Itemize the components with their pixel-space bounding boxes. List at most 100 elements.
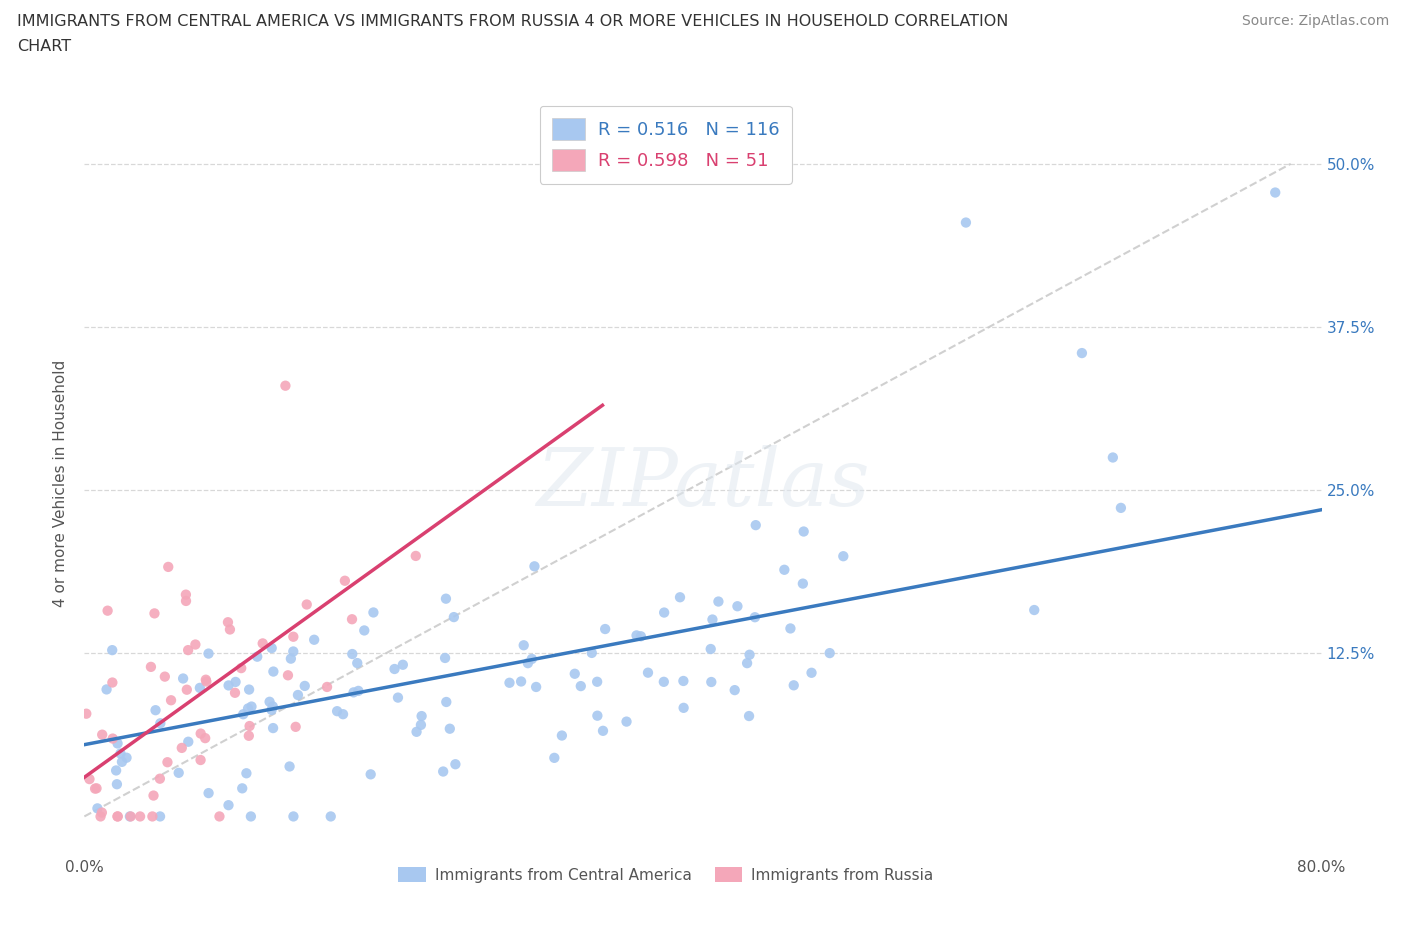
Point bbox=[97, 604, 120, 618]
Point bbox=[79, 772, 101, 787]
Y-axis label: 4 or more Vehicles in Household: 4 or more Vehicles in Household bbox=[53, 360, 69, 607]
Point bbox=[551, 728, 574, 743]
Point bbox=[218, 798, 240, 813]
Point bbox=[512, 638, 534, 653]
Point bbox=[280, 651, 302, 666]
Point bbox=[217, 615, 239, 630]
Point bbox=[955, 215, 977, 230]
Point bbox=[111, 754, 134, 769]
Point bbox=[142, 788, 165, 803]
Point bbox=[157, 560, 180, 575]
Point bbox=[225, 674, 247, 689]
Point bbox=[669, 590, 692, 604]
Point bbox=[184, 637, 207, 652]
Point bbox=[194, 731, 217, 746]
Point bbox=[240, 699, 263, 714]
Point bbox=[699, 642, 721, 657]
Point bbox=[520, 652, 543, 667]
Point bbox=[262, 721, 284, 736]
Point bbox=[510, 674, 533, 689]
Point bbox=[702, 612, 724, 627]
Point bbox=[143, 606, 166, 621]
Legend: Immigrants from Central America, Immigrants from Russia: Immigrants from Central America, Immigra… bbox=[392, 860, 939, 889]
Point bbox=[725, 599, 748, 614]
Point bbox=[626, 628, 648, 643]
Point bbox=[259, 695, 281, 710]
Point bbox=[120, 809, 142, 824]
Point bbox=[326, 704, 349, 719]
Point bbox=[172, 671, 194, 686]
Point bbox=[434, 591, 457, 606]
Point bbox=[432, 764, 454, 779]
Point bbox=[236, 701, 259, 716]
Point bbox=[170, 740, 193, 755]
Point bbox=[86, 781, 108, 796]
Point bbox=[783, 678, 806, 693]
Point bbox=[773, 563, 796, 578]
Point bbox=[238, 682, 260, 697]
Point bbox=[444, 757, 467, 772]
Point bbox=[818, 645, 841, 660]
Point bbox=[107, 736, 129, 751]
Point bbox=[283, 630, 305, 644]
Point bbox=[516, 656, 538, 671]
Point bbox=[738, 709, 761, 724]
Point bbox=[543, 751, 565, 765]
Point bbox=[239, 719, 262, 734]
Point bbox=[101, 675, 124, 690]
Point bbox=[409, 717, 432, 732]
Point bbox=[219, 622, 242, 637]
Point bbox=[149, 809, 172, 824]
Point bbox=[174, 593, 197, 608]
Point bbox=[333, 573, 356, 588]
Point bbox=[672, 700, 695, 715]
Point bbox=[637, 665, 659, 680]
Point bbox=[246, 649, 269, 664]
Point bbox=[197, 786, 219, 801]
Point bbox=[105, 763, 128, 777]
Point bbox=[800, 665, 823, 680]
Point bbox=[738, 647, 761, 662]
Point bbox=[91, 727, 114, 742]
Point bbox=[434, 695, 457, 710]
Point bbox=[239, 809, 262, 824]
Point bbox=[284, 720, 307, 735]
Point bbox=[1264, 185, 1286, 200]
Point bbox=[434, 650, 457, 665]
Point bbox=[342, 684, 364, 699]
Point bbox=[569, 679, 592, 694]
Point bbox=[115, 751, 138, 765]
Point bbox=[218, 678, 240, 693]
Point bbox=[195, 674, 218, 689]
Point bbox=[672, 673, 695, 688]
Point bbox=[194, 672, 217, 687]
Point bbox=[387, 690, 409, 705]
Point bbox=[260, 702, 283, 717]
Point bbox=[652, 674, 675, 689]
Point bbox=[652, 605, 675, 620]
Point bbox=[616, 714, 638, 729]
Point bbox=[346, 656, 368, 671]
Point bbox=[224, 685, 246, 700]
Point bbox=[145, 703, 167, 718]
Point bbox=[295, 597, 318, 612]
Point bbox=[153, 670, 176, 684]
Point bbox=[160, 693, 183, 708]
Point bbox=[190, 752, 212, 767]
Point bbox=[586, 674, 609, 689]
Point bbox=[593, 621, 616, 636]
Point bbox=[232, 707, 254, 722]
Text: IMMIGRANTS FROM CENTRAL AMERICA VS IMMIGRANTS FROM RUSSIA 4 OR MORE VEHICLES IN : IMMIGRANTS FROM CENTRAL AMERICA VS IMMIG… bbox=[17, 14, 1008, 29]
Point bbox=[581, 645, 603, 660]
Point bbox=[411, 709, 433, 724]
Text: Source: ZipAtlas.com: Source: ZipAtlas.com bbox=[1241, 14, 1389, 28]
Point bbox=[524, 680, 547, 695]
Point bbox=[231, 660, 253, 675]
Point bbox=[188, 681, 211, 696]
Point bbox=[592, 724, 614, 738]
Point bbox=[235, 765, 257, 780]
Point bbox=[744, 610, 766, 625]
Point bbox=[353, 623, 375, 638]
Point bbox=[197, 646, 219, 661]
Point bbox=[96, 682, 118, 697]
